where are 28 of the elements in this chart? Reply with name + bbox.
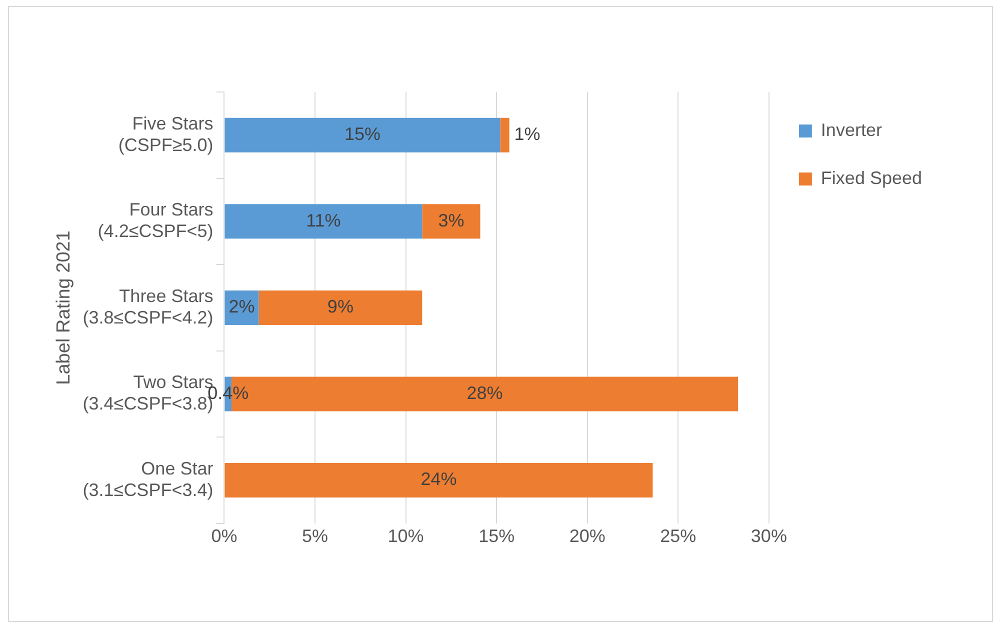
bar	[500, 118, 510, 152]
x-tick-label: 25%	[660, 526, 696, 546]
x-tick-label: 15%	[478, 526, 515, 546]
data-label: 9%	[327, 296, 354, 317]
legend-label: Inverter	[820, 120, 882, 140]
data-label: 1%	[514, 124, 540, 144]
data-label: 24%	[420, 469, 457, 490]
bar	[422, 204, 480, 239]
x-tick-label: 30%	[750, 526, 787, 546]
x-tick-label: 5%	[302, 526, 328, 546]
x-tick-label: 10%	[388, 526, 424, 546]
bar	[224, 204, 422, 239]
data-label: 11%	[306, 210, 341, 230]
y-tick-label: Five Stars (CSPF≥5.0)	[118, 113, 214, 155]
bar	[258, 290, 422, 325]
y-tick-label: One Star (3.1≤CSPF<3.4)	[82, 458, 214, 500]
data-label: 3%	[438, 210, 464, 230]
y-tick-label: Three Stars (3.8≤CSPF<4.2)	[82, 286, 214, 328]
x-tick-label: 0%	[211, 526, 238, 546]
data-label: 2%	[228, 296, 255, 317]
legend-label: Fixed Speed	[820, 168, 922, 188]
bar	[224, 463, 653, 498]
bar	[224, 118, 500, 152]
data-label: 15%	[344, 124, 380, 144]
y-axis-title: Label Rating 2021	[54, 230, 75, 385]
data-label: 28%	[466, 382, 503, 403]
y-tick-label: Four Stars (4.2≤CSPF<5)	[98, 200, 214, 242]
x-tick-label: 20%	[569, 526, 606, 546]
